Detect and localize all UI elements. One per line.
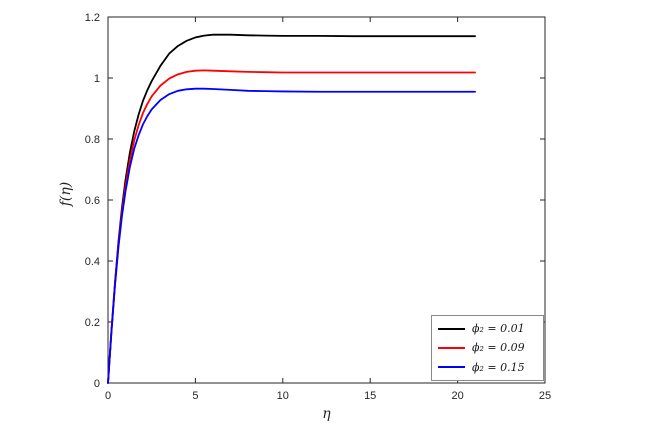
legend-label: ϕ₂ = 0.15	[472, 360, 525, 374]
x-axis-label: η	[322, 406, 331, 422]
legend-label: ϕ₂ = 0.01	[472, 322, 525, 336]
legend-line-sample	[438, 366, 465, 369]
legend-item: ϕ₂ = 0.15	[438, 361, 537, 374]
y-axis-label: f(η)	[58, 181, 74, 207]
y-tick-label: 0.2	[85, 317, 100, 329]
y-tick-label: 1	[94, 73, 100, 85]
series-line-2	[107, 87, 476, 384]
y-tick-label: 0.6	[85, 195, 100, 207]
y-tick-label: 0	[94, 378, 100, 390]
x-tick-label: 20	[451, 390, 463, 402]
series-line-0	[107, 33, 476, 384]
legend-item: ϕ₂ = 0.09	[438, 341, 537, 354]
y-tick-label: 0.8	[85, 134, 100, 146]
y-tick-label: 0.4	[85, 256, 100, 268]
series-line-1	[107, 69, 476, 384]
x-tick-label: 0	[105, 390, 111, 402]
legend-item: ϕ₂ = 0.01	[438, 322, 537, 335]
legend-line-sample	[438, 327, 465, 330]
legend: ϕ₂ = 0.01 ϕ₂ = 0.09 ϕ₂ = 0.15	[431, 315, 544, 381]
x-tick-label: 25	[539, 390, 551, 402]
y-tick-label: 1.2	[85, 12, 100, 24]
x-tick-label: 10	[277, 390, 289, 402]
legend-line-sample	[438, 346, 465, 349]
x-tick-label: 5	[192, 390, 198, 402]
x-tick-label: 15	[364, 390, 376, 402]
legend-label: ϕ₂ = 0.09	[472, 341, 525, 355]
